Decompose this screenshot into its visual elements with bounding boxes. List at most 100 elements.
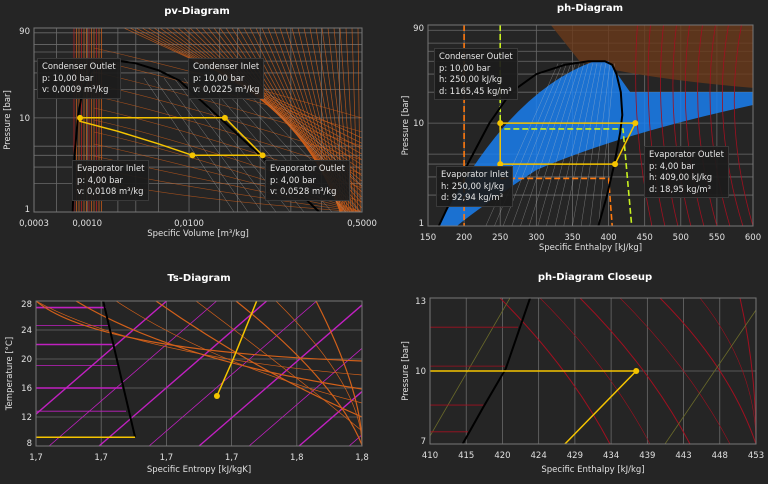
isenthalp-line xyxy=(235,301,362,446)
x-axis-label: Specific Volume [m³/kg] xyxy=(147,229,249,239)
quality-line xyxy=(546,63,589,226)
state-point-evaporator-outlet[interactable] xyxy=(259,152,266,159)
x-tick-label: 443 xyxy=(675,451,691,461)
quality-line xyxy=(537,63,585,226)
annotation-value: d: 92,94 kg/m³ xyxy=(441,192,503,202)
isenthalp-line xyxy=(155,301,362,418)
x-tick-label: 424 xyxy=(531,451,547,461)
x-axis-label: Specific Enthalpy [kJ/kg] xyxy=(541,465,644,475)
isenthalp-line xyxy=(115,301,362,404)
annotation-value: d: 1165,45 kg/m³ xyxy=(439,85,512,96)
state-point-evaporator-outlet[interactable] xyxy=(612,161,619,168)
quality-line xyxy=(572,63,602,226)
annotation-evaporator-inlet: Evaporator Inlet h: 250,00 kJ/kg d: 92,94 … xyxy=(436,166,514,207)
isobar-line xyxy=(248,348,362,446)
isotherm-line xyxy=(539,298,651,444)
chart-2: Ts-Diagram Specific Entropy [kJ/kgK] Tempe… xyxy=(5,273,369,475)
isotherm-line xyxy=(697,25,718,226)
state-point-evaporator-inlet[interactable] xyxy=(497,161,504,168)
x-tick-label: 1,8 xyxy=(355,453,369,463)
plot-frame xyxy=(33,27,363,213)
quality-line xyxy=(554,63,593,226)
chart-3: ph-Diagram Closeup Specific Enthalpy [kJ/… xyxy=(401,272,764,475)
state-point-evaporator-outlet[interactable] xyxy=(213,392,220,399)
x-tick-label: 0,0010 xyxy=(72,219,102,229)
y-tick-label: 1 xyxy=(419,219,424,229)
quality-line xyxy=(153,77,249,212)
x-tick-label: 450 xyxy=(637,233,653,243)
annotation-evaporator-inlet: Evaporator Inlet p: 4,00 bar v: 0,0108 m³/… xyxy=(72,160,150,201)
quality-line xyxy=(502,63,567,226)
isenthalp-line xyxy=(275,301,362,446)
isobar-line xyxy=(198,304,362,446)
isobar-line xyxy=(348,434,362,446)
quality-line xyxy=(563,63,598,226)
plot-frame xyxy=(427,24,754,227)
annotation-title: Evaporator Inlet xyxy=(441,169,509,179)
quality-line xyxy=(511,63,572,226)
isenthalp-line xyxy=(36,301,362,376)
x-tick-label: 429 xyxy=(567,451,583,461)
saturation-curve xyxy=(437,60,624,226)
x-tick-label: 500 xyxy=(673,233,689,243)
x-tick-label: 439 xyxy=(639,451,655,461)
quality-line xyxy=(163,77,263,212)
y-axis-label: Temperature [°C] xyxy=(5,337,15,411)
y-tick-label: 28 xyxy=(21,300,32,310)
isenthalp-line xyxy=(75,301,362,390)
state-point-condenser-inlet[interactable] xyxy=(632,120,639,127)
isotherm-line xyxy=(647,25,666,226)
isobar-line xyxy=(148,301,317,446)
isotherm-line xyxy=(660,25,679,226)
x-axis-label: Specific Enthalpy [kJ/kg] xyxy=(539,243,642,253)
isobar-line xyxy=(98,301,268,446)
state-point-condenser-outlet[interactable] xyxy=(77,114,84,121)
chart-0: pv-Diagram Specific Volume [m³/kg] Pressur… xyxy=(3,6,377,239)
y-axis-label: Pressure [bar] xyxy=(401,96,411,156)
x-tick-label: 200 xyxy=(456,233,472,243)
x-tick-label: 1,7 xyxy=(160,453,174,463)
isotherm-line xyxy=(672,25,692,226)
annotation-value: v: 0,0108 m³/kg xyxy=(77,186,144,196)
isotherm-line xyxy=(579,298,691,444)
x-tick-label: 150 xyxy=(420,233,436,243)
isenthalp-line xyxy=(315,301,362,446)
y-tick-label: 24 xyxy=(21,326,32,336)
annotation-value: p: 4,00 bar xyxy=(270,174,317,185)
x-tick-label: 1,8 xyxy=(290,453,304,463)
y-tick-label: 16 xyxy=(21,384,32,394)
isotherm-line xyxy=(619,298,731,444)
x-tick-label: 300 xyxy=(528,233,544,243)
isobar-line xyxy=(36,301,168,415)
x-tick-label: 1,7 xyxy=(29,453,43,463)
isobar-line xyxy=(298,391,362,446)
annotation-condenser-outlet: Condenser Outlet p: 10,00 bar h: 250,00 kJ… xyxy=(434,48,518,100)
x-tick-label: 0,0100 xyxy=(174,219,204,229)
annotation-value: h: 409,00 kJ/kg xyxy=(649,172,713,182)
x-tick-label: 410 xyxy=(422,451,438,461)
plot-frame xyxy=(35,300,363,447)
state-point-condenser-inlet[interactable] xyxy=(221,114,228,121)
annotation-title: Condenser Inlet xyxy=(193,61,260,71)
chart-title: Ts-Diagram xyxy=(167,273,230,284)
quality-line xyxy=(580,63,606,226)
y-axis-label: Pressure [bar] xyxy=(3,90,13,150)
annotation-title: Evaporator Outlet xyxy=(270,163,345,173)
x-tick-label: 550 xyxy=(709,233,725,243)
chart-title: ph-Diagram Closeup xyxy=(538,272,652,283)
chart-title: pv-Diagram xyxy=(164,6,230,17)
state-point-condenser-inlet[interactable] xyxy=(633,368,640,374)
quality-line xyxy=(143,77,235,212)
state-point-evaporator-inlet[interactable] xyxy=(189,152,196,159)
state-point-condenser-outlet[interactable] xyxy=(497,120,504,127)
isochore-line xyxy=(664,309,756,444)
isotherm-line xyxy=(684,25,705,226)
x-tick-label: 453 xyxy=(748,451,764,461)
dashed-orange-line xyxy=(500,177,613,226)
annotation-value: p: 10,00 bar xyxy=(439,62,491,73)
y-tick-label: 7 xyxy=(421,437,426,447)
x-tick-label: 600 xyxy=(745,233,761,243)
isotherm-line xyxy=(709,25,731,226)
y-tick-label: 90 xyxy=(413,24,424,34)
x-tick-label: 1,7 xyxy=(225,453,239,463)
